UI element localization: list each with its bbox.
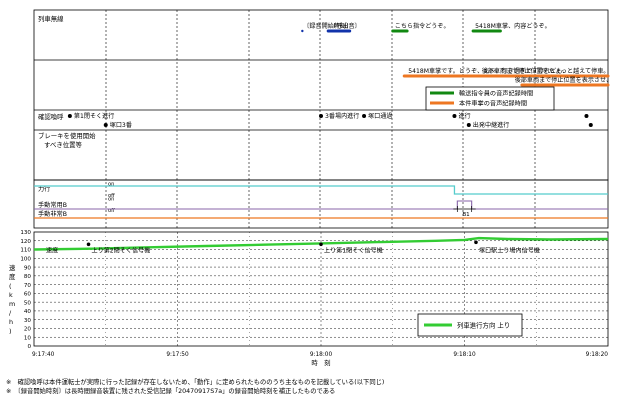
x-tick-label-3: 9:18:10 [453,352,476,358]
brake-band-label-2: すべき位置等 [44,140,83,149]
x-tick-label-1: 9:17:50 [166,352,189,358]
call-marker-6 [584,114,589,118]
y-tick-label-3: 30 [24,318,32,324]
state-row-off-1: off [108,208,115,214]
radio-legend-dispatcher-label: 輸送指令員の音声記録時間 [459,90,533,98]
speed-legend-label: 列車進行方向 上り [457,321,510,330]
radio-label-4: 5418M車掌です。どうぞ、え～、行き過ぎですけれども、 [408,67,568,75]
y-tick-label-10: 100 [20,257,31,263]
brake-band-label-1: ブレーキを使用開始 [38,131,96,140]
call-marker-0 [67,114,72,118]
call-label-5: 出発中継進行 [473,121,510,129]
call-label-1: 塚口3番 [110,121,132,129]
y-tick-label-5: 50 [24,300,32,306]
state-row-off-0: off [108,193,115,199]
radio-label-1: 〔呼出音〕 [330,22,360,30]
speed-event-label-3: 塚口駅上り場内信号機 [479,247,540,255]
state-b1-label: B1 [462,212,470,218]
radio-label-3: 5418M車掌、内容どうぞ。 [475,22,551,30]
call-label-0: 第1閉そく進行 [74,112,114,120]
speed-legend: 列車進行方向 上り [417,313,523,337]
speed-event-marker-3 [474,240,478,245]
x-tick-label-2: 9:18:00 [310,352,333,358]
y-tick-label-2: 20 [24,327,32,333]
speed-event-label-2: 上り第1閉そく信号機 [324,247,383,255]
footnote-2: ※ 〔録音開始時刻〕は長時間録音装置に残された受信記録「20470917S7a」… [6,388,336,395]
y-tick-label-0: 0 [27,344,31,350]
y-tick-label-8: 80 [24,274,32,280]
minor-vertical-grid [105,10,536,228]
speed-annotations: 速度 上り第2閉そく信号機 上り第1閉そく信号機 塚口駅上り場内信号機 [46,240,540,255]
call-label-2: 3番場内進行 [325,112,359,120]
y-axis-label: 速度(k m / h) [9,264,16,335]
y-tick-label-9: 90 [24,265,32,271]
y-tick-label-1: 10 [24,335,32,341]
state-trace-0 [34,185,608,195]
radio-layer: 〔録音開始時刻〕〔呼出音〕 こちら指令どうぞ。 5418M車掌、内容どうぞ。 5418… [301,22,613,87]
state-trace-1 [34,200,608,210]
speed-series-line-0 [33,236,609,251]
y-tick-label-13: 130 [20,230,31,236]
state-row-on-1: on [108,197,114,203]
y-tick-label-4: 40 [24,309,32,315]
radio-label-0: 〔録音開始時刻〕 [303,22,352,30]
x-axis-label: 時 刻 [311,358,330,367]
call-marker-4 [452,114,457,118]
call-marker-7 [588,123,593,127]
radio-label-6: 後部車両まで停止位置を表示させ、 [515,76,613,84]
x-axis: 9:17:40 9:17:50 9:18:00 9:18:10 9:18:20 時 刻 [32,352,608,367]
radio-marker-0 [301,29,304,33]
call-marker-5 [466,123,471,127]
call-band-label: 確認喚呼 [38,112,64,121]
radio-legend: 輸送指令員の音声記録時間 本件車掌の音声記録時間 [425,86,555,111]
call-label-3: 塚口通過 [368,112,392,120]
y-tick-label-6: 60 [24,292,32,298]
speed-gridlines [34,232,608,346]
call-marker-2 [319,114,323,118]
state-row-label-0: 力行 [38,185,50,193]
state-row-on-0: on [108,182,114,188]
speed-event-marker-1 [86,242,91,247]
call-marker-3 [362,114,367,118]
state-row-label-2: 手動非常B [38,210,67,218]
state-row-label-1: 手動常用B [38,201,67,209]
speed-series-layer [33,236,609,251]
speed-event-label-1: 上り第2閉そく信号機 [92,247,151,255]
call-label-4: 進行 [458,112,470,120]
radio-label-2: こちら指令どうぞ。 [395,22,450,30]
speed-event-marker-2 [319,242,323,247]
call-marker-1 [103,123,108,127]
y-tick-label-12: 120 [20,239,31,245]
y-tick-label-11: 110 [20,248,31,254]
speed-event-label-0: 速度 [46,247,58,255]
y-tick-label-7: 70 [24,283,32,289]
radio-label-5: 後部車両まで停止位置をちょっと越えて停車。 [482,67,610,75]
band-frames [33,9,609,229]
x-tick-label-4: 9:18:20 [586,352,609,358]
footnote-1: ※ 確認喚呼は本件運転士が実際に行った記録が存在しないため、「動作」に定められた… [6,379,385,386]
radio-legend-conductor-label: 本件車掌の音声記録時間 [459,100,527,108]
radio-band-label: 列車無線 [38,14,64,23]
x-tick-label-0: 9:17:40 [32,352,55,358]
speed-axis: 0 10 20 30 40 50 60 70 80 90 100 110 120 130 [20,230,31,350]
